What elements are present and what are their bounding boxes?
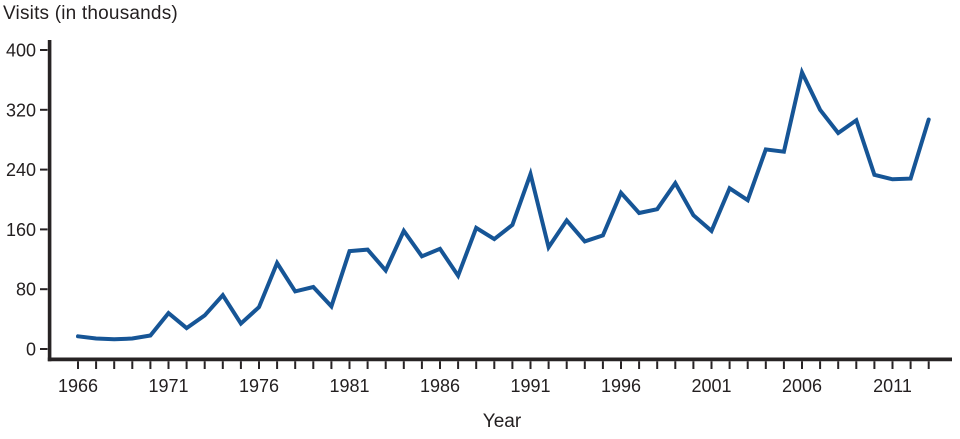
x-tick-label: 1976 [239,376,279,396]
y-tick-label: 160 [6,220,36,240]
y-tick-label: 0 [26,340,36,360]
x-tick-label: 1971 [148,376,188,396]
y-tick-label: 320 [6,100,36,120]
x-tick-label: 1986 [420,376,460,396]
x-tick-label: 1981 [329,376,369,396]
y-tick-label: 400 [6,41,36,61]
y-tick-label: 240 [6,160,36,180]
x-tick-label: 1996 [601,376,641,396]
x-tick-label: 2006 [782,376,822,396]
x-tick-label: 2001 [691,376,731,396]
x-tick-label: 2011 [873,376,912,396]
y-tick-label: 80 [16,280,36,300]
x-tick-label: 1991 [510,376,550,396]
y-axis-title: Visits (in thousands) [3,3,178,24]
x-axis-title: Year [482,411,522,432]
x-tick-label: 1966 [58,376,98,396]
visits-series-line [76,66,931,342]
